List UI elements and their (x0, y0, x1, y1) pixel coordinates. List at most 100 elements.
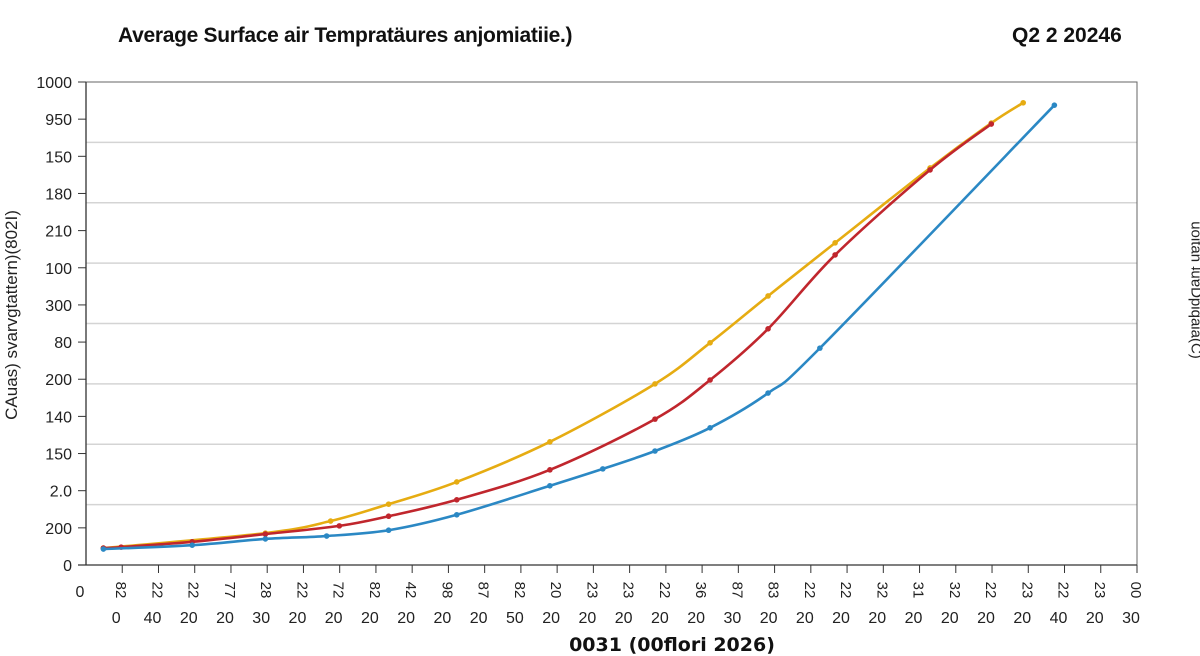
x-tick-label-top: 72 (330, 582, 347, 599)
x-tick-label-bottom: 20 (180, 610, 198, 627)
x-tick-label-bottom: 50 (506, 610, 524, 627)
data-point-1 (707, 377, 713, 383)
x-tick-label-bottom: 30 (252, 610, 270, 627)
x-tick-label-bottom: 30 (723, 610, 741, 627)
data-point-2 (817, 345, 823, 351)
x-tick-label-bottom: 20 (941, 610, 959, 627)
data-point-0 (328, 518, 334, 524)
x-tick-label-top: 82 (112, 582, 129, 599)
data-point-1 (337, 523, 343, 529)
series-line-1 (103, 124, 991, 548)
x-tick-label-top: 83 (765, 582, 782, 599)
y-tick-label: 210 (45, 224, 72, 241)
x-tick-label-bottom: 20 (361, 610, 379, 627)
data-point-1 (832, 252, 838, 258)
data-point-0 (652, 381, 658, 387)
x-tick-label-top: 22 (148, 582, 165, 599)
x-tick-label-top: 87 (728, 582, 745, 599)
y-tick-label: 140 (45, 409, 72, 426)
y-tick-label: 2.0 (50, 484, 72, 501)
y-tick-label: 180 (45, 186, 72, 203)
x-tick-label-top: 23 (1091, 582, 1108, 599)
x-tick-label-top: 22 (656, 582, 673, 599)
x-tick-label-bottom: 20 (1013, 610, 1031, 627)
x-tick-label-bottom: 0 (112, 610, 121, 627)
x-tick-label-top: 31 (910, 582, 927, 599)
x-tick-label-top: 22 (1055, 582, 1072, 599)
x-tick-label-bottom: 20 (1086, 610, 1104, 627)
data-point-2 (652, 448, 658, 454)
y-axis-title: CAuas) svarvgtattern)(802I) (2, 210, 22, 420)
x-tick-label-bottom: 20 (434, 610, 452, 627)
chart-title: Average Surface air Tempratäures anjomia… (118, 24, 572, 48)
data-point-2 (600, 466, 606, 472)
x-tick-label-bottom: 20 (868, 610, 886, 627)
y-tick-label: 100 (45, 261, 72, 278)
x-tick-label-bottom: 20 (905, 610, 923, 627)
data-point-2 (1052, 102, 1058, 108)
data-point-0 (765, 293, 771, 299)
x-tick-label-top: 77 (221, 582, 238, 599)
data-point-0 (386, 501, 392, 507)
x-tick-label-bottom: 20 (796, 610, 814, 627)
data-point-2 (707, 425, 713, 431)
x-tick-label-top: 23 (583, 582, 600, 599)
data-point-2 (189, 542, 195, 548)
data-point-2 (324, 533, 330, 539)
data-point-1 (927, 167, 933, 173)
data-point-2 (263, 536, 269, 542)
y-tick-label: 200 (45, 372, 72, 389)
x-tick-label-bottom: 20 (578, 610, 596, 627)
x-axis-title: 0031 (00flori 2026) (569, 634, 775, 656)
data-point-1 (263, 531, 269, 537)
x-tick-label-top: 22 (982, 582, 999, 599)
data-point-1 (989, 121, 995, 127)
x-origin-label: 0 (76, 584, 85, 601)
data-point-0 (454, 479, 460, 485)
secondary-y-axis-title: uoitan ʇuɐDpiqaia(C) (1188, 221, 1200, 359)
x-tick-label-top: 00 (1127, 582, 1144, 599)
x-tick-label-top: 98 (438, 582, 455, 599)
x-tick-label-top: 22 (837, 582, 854, 599)
x-tick-label-top: 22 (801, 582, 818, 599)
data-point-0 (547, 439, 553, 445)
x-tick-label-top: 23 (620, 582, 637, 599)
x-tick-label-bottom: 20 (470, 610, 488, 627)
data-point-2 (101, 546, 107, 552)
y-tick-label: 150 (45, 149, 72, 166)
y-tick-label: 80 (54, 335, 72, 352)
y-tick-label: 0 (63, 558, 72, 575)
y-tick-label: 950 (45, 112, 72, 129)
x-tick-label-bottom: 20 (289, 610, 307, 627)
data-point-1 (765, 326, 771, 332)
x-tick-label-top: 28 (257, 582, 274, 599)
x-tick-label-bottom: 20 (651, 610, 669, 627)
y-tick-label: 1000 (36, 75, 72, 92)
data-point-0 (832, 240, 838, 246)
x-tick-label-bottom: 20 (615, 610, 633, 627)
x-tick-label-bottom: 20 (397, 610, 415, 627)
x-tick-label-top: 32 (873, 582, 890, 599)
x-tick-label-bottom: 20 (687, 610, 705, 627)
x-tick-label-bottom: 30 (1122, 610, 1140, 627)
x-tick-label-bottom: 20 (216, 610, 234, 627)
data-point-2 (454, 512, 460, 518)
x-tick-label-top: 42 (402, 582, 419, 599)
x-tick-label-bottom: 20 (325, 610, 343, 627)
y-tick-label: 200 (45, 521, 72, 538)
data-point-0 (707, 340, 713, 346)
y-tick-label: 300 (45, 298, 72, 315)
x-tick-label-top: 87 (475, 582, 492, 599)
x-tick-label-top: 36 (692, 582, 709, 599)
data-point-1 (547, 467, 553, 473)
x-tick-label-top: 23 (1018, 582, 1035, 599)
chart-subtitle: Q2 2 20246 (1012, 24, 1122, 48)
x-tick-label-bottom: 20 (977, 610, 995, 627)
x-tick-label-bottom: 40 (144, 610, 162, 627)
y-tick-label: 150 (45, 447, 72, 464)
x-tick-label-bottom: 20 (542, 610, 560, 627)
data-point-1 (386, 513, 392, 519)
data-point-1 (652, 416, 658, 422)
data-point-2 (547, 483, 553, 489)
